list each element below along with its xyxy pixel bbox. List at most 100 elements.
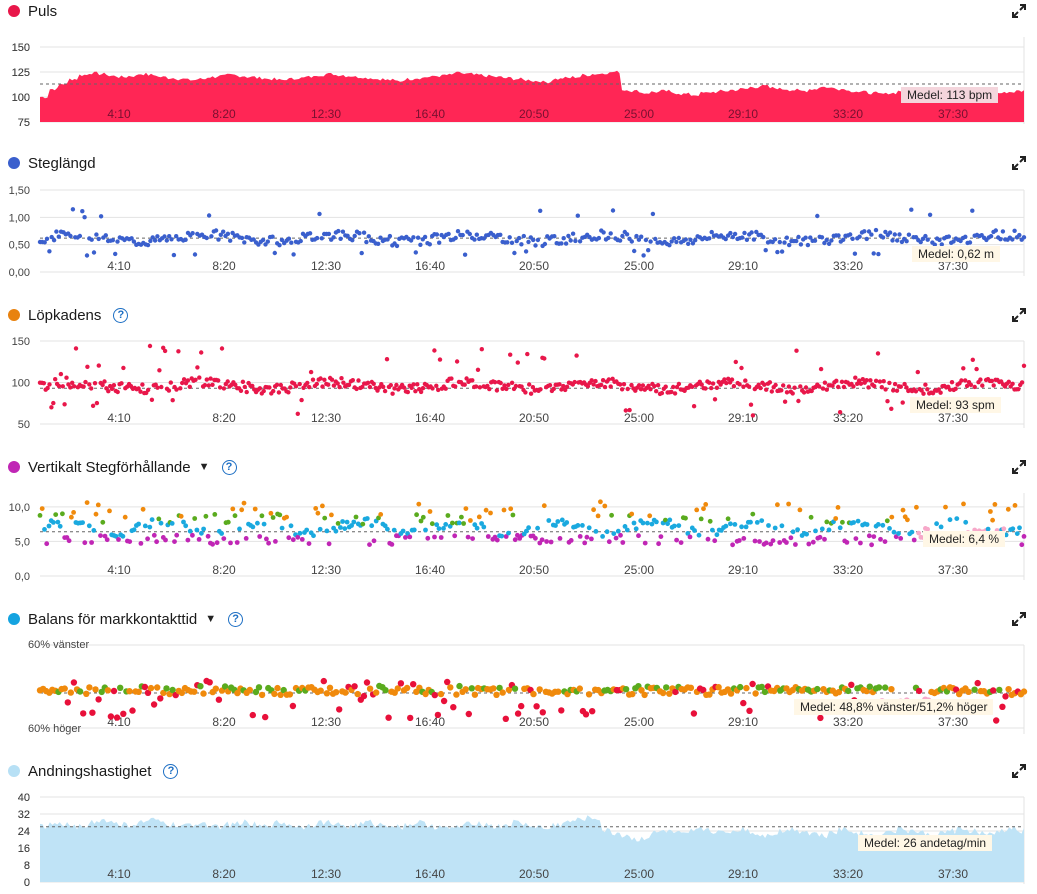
data-point: [274, 382, 280, 387]
data-point: [225, 379, 230, 384]
data-point: [891, 529, 897, 535]
data-point: [803, 235, 808, 240]
data-point: [953, 386, 958, 391]
data-point: [150, 701, 158, 708]
dropdown-caret-icon[interactable]: ▼: [198, 461, 210, 473]
data-point: [841, 237, 846, 242]
data-point: [500, 386, 505, 391]
data-point: [276, 390, 282, 395]
data-point: [749, 230, 754, 235]
data-point: [798, 384, 803, 389]
data-point: [452, 533, 458, 539]
data-point: [323, 690, 331, 697]
data-point: [622, 524, 628, 529]
data-point: [754, 229, 759, 235]
panel-andningshastighet: 40 32 24 16 8 0 4:10 8:20 12:30 16:40 20:50 25:00 29…: [0, 760, 1037, 894]
data-point: [629, 690, 636, 698]
data-point: [87, 382, 92, 387]
data-point: [733, 359, 738, 365]
data-point: [937, 237, 942, 243]
data-point: [193, 377, 198, 382]
data-point: [351, 519, 357, 525]
data-point: [320, 677, 327, 685]
data-point: [322, 515, 328, 521]
y-tick-label: 150: [12, 42, 30, 54]
data-point: [116, 537, 121, 542]
data-point: [214, 540, 220, 546]
data-point: [777, 540, 783, 545]
data-point: [437, 240, 442, 245]
data-point: [589, 536, 594, 542]
data-point: [338, 525, 343, 530]
expand-icon[interactable]: [1011, 763, 1027, 779]
data-point: [1019, 542, 1025, 548]
x-tick-label: 29:10: [728, 715, 758, 729]
legend-dot-icon: [8, 157, 20, 169]
x-tick-label: 29:10: [728, 563, 758, 577]
data-point: [892, 381, 898, 387]
data-point: [326, 231, 332, 237]
data-point: [970, 208, 975, 213]
dropdown-caret-icon[interactable]: ▼: [205, 613, 217, 625]
data-point: [199, 530, 204, 536]
average-label: Medel: 93 spm: [910, 397, 1001, 413]
data-point: [84, 253, 90, 258]
data-point: [240, 379, 246, 384]
expand-icon[interactable]: [1011, 307, 1027, 323]
data-point: [77, 233, 83, 239]
y-tick-label: 16: [18, 843, 30, 855]
data-point: [138, 541, 144, 546]
data-point: [761, 234, 766, 240]
data-point: [140, 382, 145, 387]
data-point: [377, 385, 382, 390]
data-point: [249, 711, 256, 719]
data-point: [784, 390, 790, 395]
data-point: [1012, 503, 1018, 508]
data-point: [257, 534, 263, 539]
data-point: [155, 234, 160, 239]
data-point: [430, 386, 435, 391]
expand-icon[interactable]: [1011, 155, 1027, 171]
x-tick-label: 12:30: [311, 715, 341, 729]
data-point: [742, 230, 747, 236]
data-point: [95, 502, 101, 508]
data-point: [115, 389, 120, 395]
data-point: [148, 238, 153, 244]
data-point: [652, 383, 657, 389]
data-point: [913, 389, 919, 394]
data-point: [80, 520, 85, 525]
data-point: [243, 536, 249, 541]
data-point: [94, 232, 99, 237]
data-point: [781, 383, 786, 388]
data-point: [499, 533, 505, 539]
data-point: [103, 233, 109, 238]
help-icon[interactable]: ?: [113, 307, 129, 323]
data-point: [547, 383, 553, 388]
data-point: [728, 230, 733, 236]
help-icon[interactable]: ?: [228, 611, 244, 627]
data-point: [250, 383, 255, 389]
data-point: [454, 359, 460, 364]
help-icon[interactable]: ?: [163, 763, 179, 779]
data-point: [1021, 363, 1027, 368]
expand-icon[interactable]: [1011, 3, 1027, 19]
data-point: [1021, 235, 1027, 240]
data-point: [506, 382, 511, 388]
data-point: [113, 714, 121, 721]
expand-icon[interactable]: [1011, 459, 1027, 475]
data-point: [185, 537, 191, 543]
data-point: [449, 376, 454, 381]
data-point: [606, 539, 612, 545]
data-point: [438, 535, 444, 540]
y-tick-label: 24: [18, 826, 30, 838]
data-point: [92, 381, 98, 386]
expand-icon[interactable]: [1011, 611, 1027, 627]
data-point: [199, 350, 204, 355]
data-point: [809, 388, 814, 394]
data-point: [145, 387, 151, 393]
data-point: [212, 512, 218, 517]
data-point: [462, 252, 468, 257]
data-point: [773, 382, 778, 388]
data-point: [650, 211, 656, 217]
help-icon[interactable]: ?: [221, 459, 237, 475]
